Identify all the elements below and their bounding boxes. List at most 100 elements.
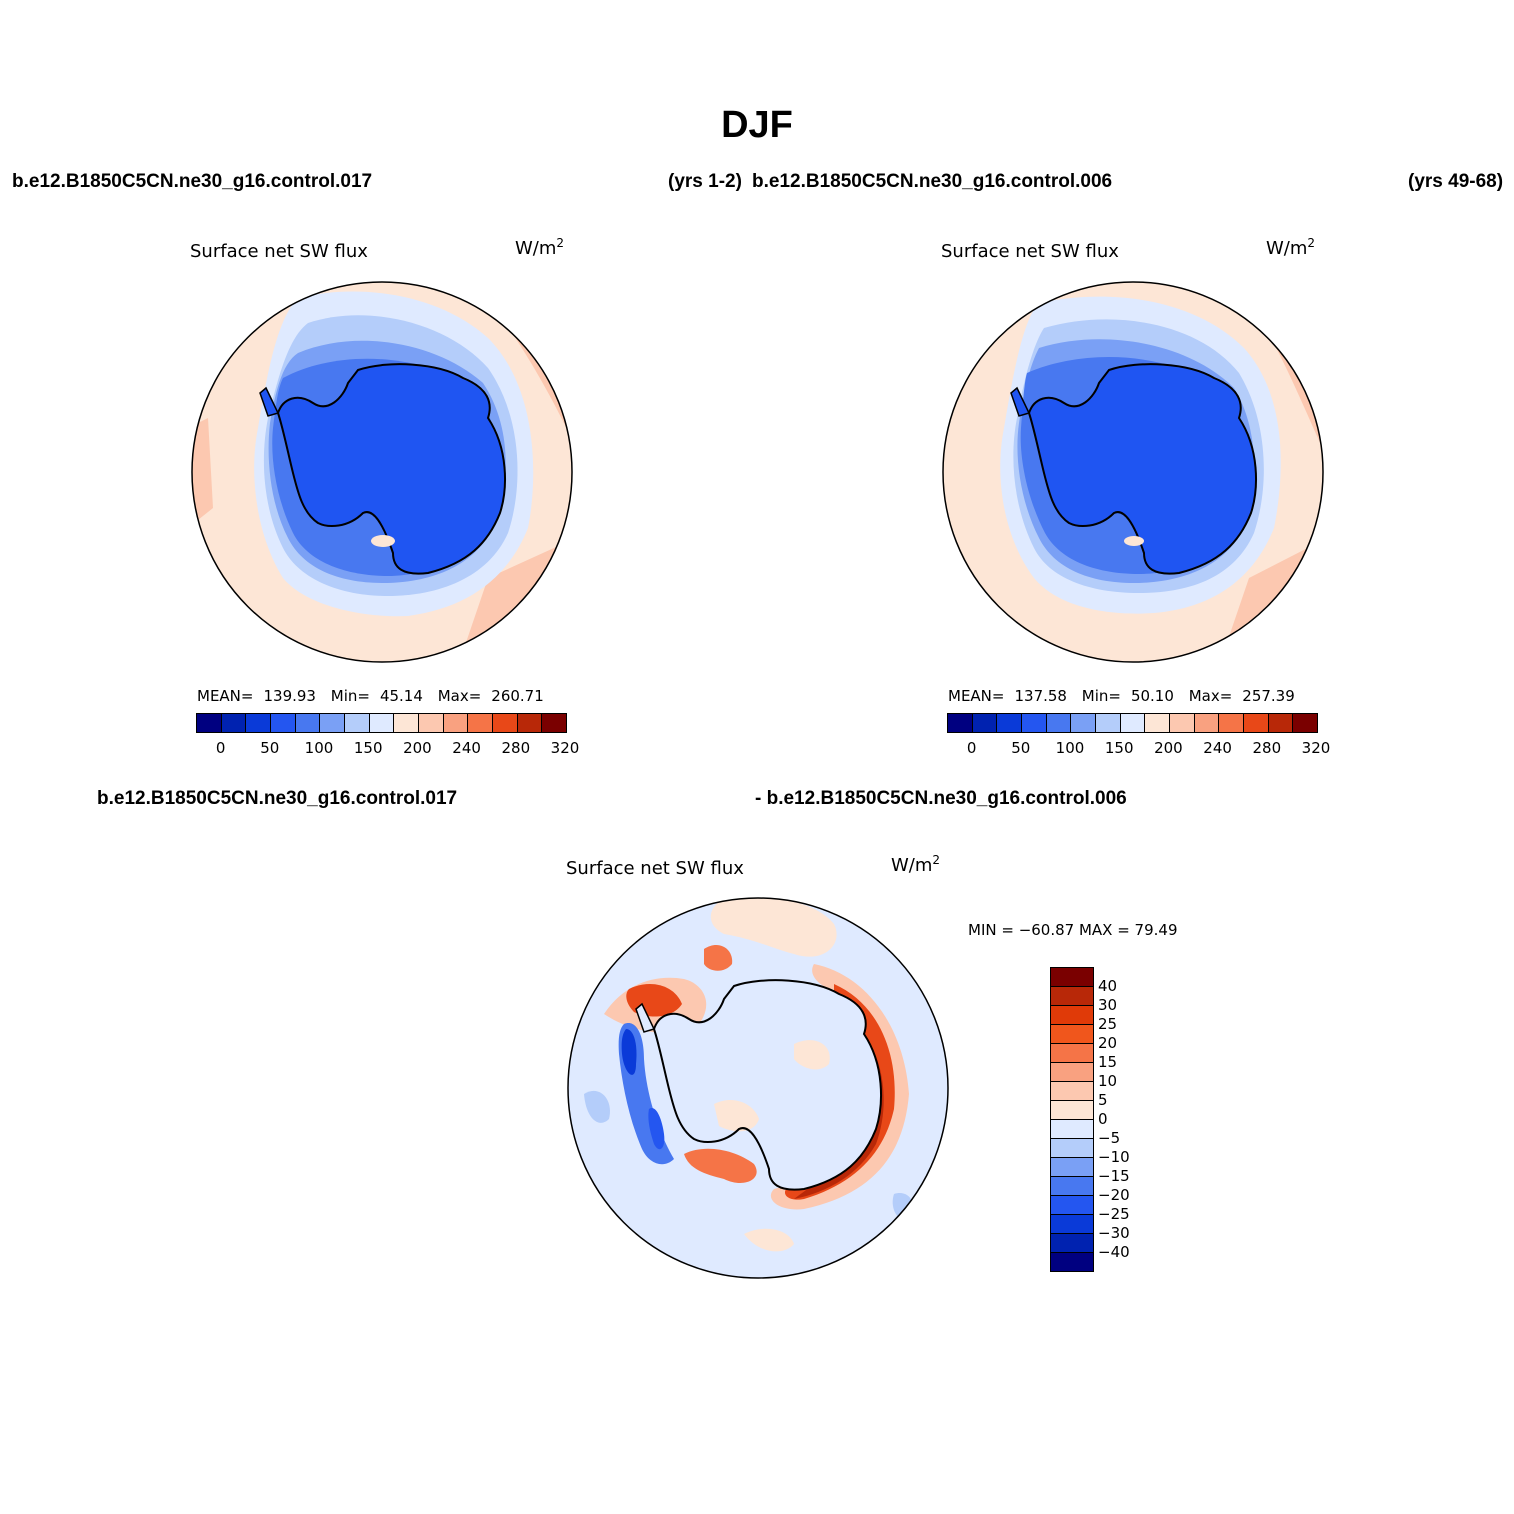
panel3-peninsula <box>635 1002 656 1033</box>
colorbar-swatch <box>997 714 1023 732</box>
panel3-warm-north <box>710 898 837 957</box>
colorbar-swatch <box>1051 968 1093 987</box>
colorbar-swatch <box>1051 1063 1093 1082</box>
colorbar-swatch <box>1293 714 1318 732</box>
colorbar-tick-label: 280 <box>501 739 531 757</box>
colorbar-tick-label: 240 <box>1203 739 1232 757</box>
colorbar-swatch <box>1051 1196 1093 1215</box>
colorbar-swatch <box>1071 714 1097 732</box>
colorbar-swatch <box>1051 1120 1093 1139</box>
panel2-ross-shelf-warm <box>1124 536 1144 546</box>
colorbar-tick-label: 100 <box>1055 739 1085 757</box>
colorbar-swatch <box>394 714 420 732</box>
colorbar-swatch <box>419 714 444 732</box>
colorbar-tick-label: 15 <box>1098 1053 1118 1071</box>
colorbar-swatch <box>1051 1234 1093 1253</box>
colorbar-tick-label: 200 <box>1154 739 1183 757</box>
colorbar-tick-label: −5 <box>1098 1129 1121 1147</box>
colorbar-swatch <box>271 714 296 732</box>
panel3-cold-peninsula-inner <box>621 1029 637 1075</box>
colorbar-tick-label: −30 <box>1098 1224 1130 1242</box>
panel3-warm-ring-inner <box>794 1034 884 1199</box>
panel3-units: W/m2 <box>891 853 941 876</box>
colorbar-swatch <box>517 714 543 732</box>
colorbar-swatch <box>221 714 247 732</box>
panel1-polar-map <box>191 281 573 663</box>
colorbar-tick-label: 150 <box>1104 739 1134 757</box>
colorbar-tick-label: 240 <box>452 739 481 757</box>
case-name-left: b.e12.B1850C5CN.ne30_g16.control.017 <box>12 171 373 192</box>
colorbar-tick-label: 5 <box>1098 1091 1108 1109</box>
colorbar-tick-label: 0 <box>966 739 977 757</box>
panel2-peninsula <box>1010 386 1031 417</box>
panel3-warm-south <box>744 1228 794 1252</box>
panel2-max: 257.39 <box>1242 687 1295 705</box>
panel3-map-border <box>567 897 949 1279</box>
case-name-right: b.e12.B1850C5CN.ne30_g16.control.006 <box>752 171 1113 192</box>
panel1-stats: MEAN= 139.93 Min= 45.14 Max= 260.71 <box>197 687 544 705</box>
colorbar-swatch <box>197 714 222 732</box>
panel3-title: Surface net SW flux <box>566 858 744 879</box>
colorbar-tick-label: 50 <box>260 739 280 757</box>
colorbar-tick-label: 320 <box>550 739 580 757</box>
panel2-map-border <box>942 281 1324 663</box>
colorbar-swatch <box>320 714 346 732</box>
colorbar-tick-label: 150 <box>353 739 383 757</box>
colorbar-tick-label: 20 <box>1098 1034 1118 1052</box>
colorbar-tick-label: 25 <box>1098 1015 1118 1033</box>
panel1-title: Surface net SW flux <box>190 241 368 262</box>
diff-case-left: b.e12.B1850C5CN.ne30_g16.control.017 <box>97 788 458 809</box>
panel3-warm-interior-2 <box>794 1040 830 1070</box>
colorbar-swatch <box>1051 1215 1093 1234</box>
colorbar-tick-label: −40 <box>1098 1243 1130 1261</box>
panel1-min: 45.14 <box>379 687 423 705</box>
panel3-polar-map <box>567 897 949 1279</box>
colorbar-tick-label: −10 <box>1098 1148 1130 1166</box>
colorbar-swatch <box>542 714 567 732</box>
colorbar-swatch <box>1046 714 1072 732</box>
colorbar-tick-label: 50 <box>1011 739 1031 757</box>
colorbar-swatch <box>246 714 272 732</box>
panel2-colorbar-labels: 0 50 100 150 200 240 280 320 <box>947 739 1331 759</box>
panel1-peninsula <box>259 386 280 417</box>
panel3-colorbar <box>1050 967 1094 1272</box>
colorbar-swatch <box>1051 1158 1093 1177</box>
figure-title: DJF <box>721 104 793 146</box>
colorbar-swatch <box>1051 1025 1093 1044</box>
panel2-polar-map <box>942 281 1324 663</box>
colorbar-swatch <box>1051 1006 1093 1025</box>
colorbar-tick-label: −15 <box>1098 1167 1130 1185</box>
panel1-ross-shelf-warm <box>371 535 395 547</box>
colorbar-swatch <box>1051 1082 1093 1101</box>
years-left: (yrs 1-2) <box>668 171 742 192</box>
colorbar-tick-label: 30 <box>1098 996 1118 1014</box>
colorbar-tick-label: 0 <box>1098 1110 1108 1128</box>
colorbar-swatch <box>1051 1101 1093 1120</box>
panel3-warm-ross <box>684 1148 757 1184</box>
colorbar-swatch <box>1051 1177 1093 1196</box>
panel1-ice-sheet <box>278 364 505 574</box>
colorbar-tick-label: 0 <box>215 739 226 757</box>
colorbar-swatch <box>1022 714 1047 732</box>
panel2-title: Surface net SW flux <box>941 241 1119 262</box>
panel3-minmax: MIN = −60.87 MAX = 79.49 <box>968 921 1178 939</box>
colorbar-swatch <box>1051 1044 1093 1063</box>
panel3-warm-interior <box>714 1099 759 1132</box>
panel1-map-border <box>191 281 573 663</box>
colorbar-tick-label: 10 <box>1098 1072 1118 1090</box>
panel2-mean: 137.58 <box>1014 687 1067 705</box>
diff-case-right: - b.e12.B1850C5CN.ne30_g16.control.006 <box>755 788 1127 809</box>
colorbar-tick-label: 320 <box>1301 739 1331 757</box>
colorbar-swatch <box>1120 714 1146 732</box>
colorbar-swatch <box>1145 714 1171 732</box>
panel2-units: W/m2 <box>1266 236 1316 259</box>
colorbar-swatch <box>1051 987 1093 1006</box>
colorbar-swatch <box>1268 714 1294 732</box>
colorbar-swatch <box>443 714 469 732</box>
panel1-colorbar <box>196 713 567 733</box>
colorbar-tick-label: 100 <box>304 739 334 757</box>
panel3-cold-spot <box>648 1108 665 1150</box>
colorbar-swatch <box>1244 714 1269 732</box>
colorbar-swatch <box>295 714 321 732</box>
colorbar-swatch <box>1051 1253 1093 1271</box>
